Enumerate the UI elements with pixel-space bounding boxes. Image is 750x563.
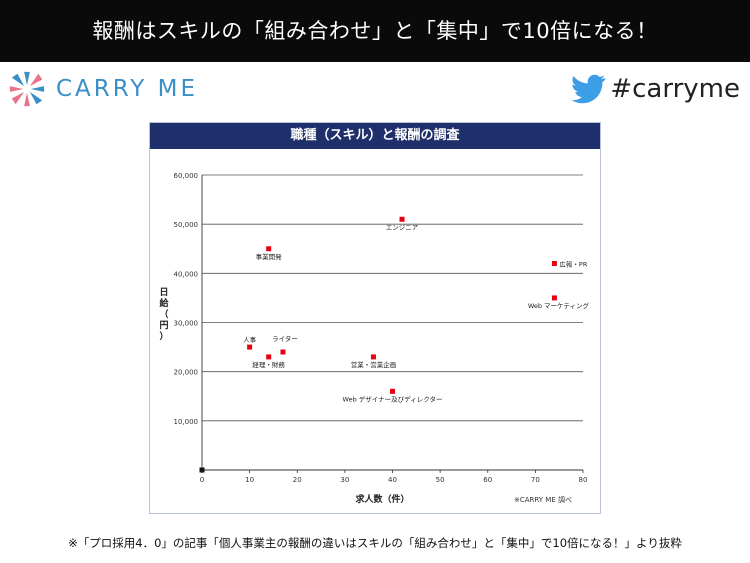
scatter-chart: 10,000 20,000 30,000 40,000 50,000 60,000 0 10 2… — [159, 172, 590, 505]
data-point — [266, 246, 272, 252]
x-tick-label: 0 — [200, 476, 204, 484]
data-label: 経理・財務 — [252, 360, 285, 369]
logo-text: CARRY ME — [56, 76, 199, 102]
source-note: ※CARRY ME 調べ — [514, 495, 572, 504]
data-label: 営業・営業企画 — [351, 360, 397, 369]
y-tick-label: 10,000 — [174, 418, 199, 426]
data-point — [551, 261, 557, 266]
data-label: Web マーケティング — [528, 301, 590, 310]
data-point — [551, 295, 557, 301]
data-point — [390, 388, 395, 394]
y-axis-label: 日給（円） — [159, 287, 169, 342]
hashtag-text: #carryme — [610, 74, 740, 104]
data-point — [247, 344, 253, 350]
x-tick-label: 60 — [483, 476, 492, 484]
x-tick-label: 30 — [340, 476, 349, 484]
data-point — [399, 216, 405, 222]
hashtag[interactable]: #carryme — [572, 72, 740, 106]
y-tick-label: 20,000 — [174, 369, 199, 377]
data-label: Web デザイナー及びディレクター — [343, 394, 443, 403]
data-point — [266, 354, 272, 360]
twitter-bird-icon — [572, 74, 606, 104]
title-bar: 報酬はスキルの「組み合わせ」と「集中」で10倍になる！ — [0, 0, 750, 62]
data-label: 事業開発 — [256, 252, 282, 261]
chart-title: 職種（スキル）と報酬の調査 — [150, 123, 600, 149]
x-axis-label: 求人数（件） — [355, 493, 409, 505]
y-tick-label: 50,000 — [174, 221, 199, 229]
data-label: 広報・PR — [559, 260, 587, 269]
data-point — [370, 354, 376, 360]
data-label: ライター — [272, 334, 298, 343]
y-tick-label: 30,000 — [174, 320, 199, 328]
carryme-logo[interactable]: CARRY ME — [8, 68, 208, 110]
data-point — [280, 349, 286, 355]
y-tick-label: 60,000 — [174, 172, 199, 180]
x-tick-label: 40 — [388, 476, 397, 484]
data-label: エンジニア — [386, 223, 419, 231]
x-tick-label: 70 — [531, 476, 540, 484]
chart-panel: 職種（スキル）と報酬の調査 10,000 20,000 30,000 40,000 50… — [149, 122, 601, 514]
page-title: 報酬はスキルの「組み合わせ」と「集中」で10倍になる！ — [92, 19, 658, 43]
x-tick-label: 10 — [245, 476, 254, 484]
source-footnote: ※「プロ採用4．0」の記事「個人事業主の報酬の違いはスキルの「組み合わせ」と「集… — [68, 536, 682, 550]
logo-mark-icon — [9, 71, 45, 107]
y-tick-label: 40,000 — [174, 270, 199, 278]
x-tick-label: 20 — [293, 476, 302, 484]
x-tick-label: 80 — [579, 476, 588, 484]
data-label: 人事 — [243, 335, 257, 344]
x-tick-label: 50 — [436, 476, 445, 484]
